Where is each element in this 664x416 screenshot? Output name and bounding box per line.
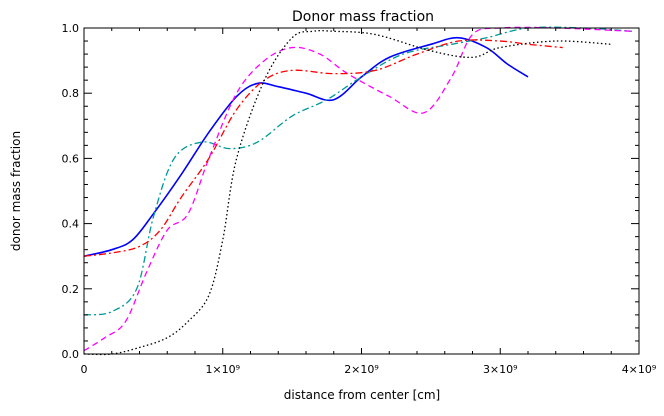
y-tick-label: 0.6	[62, 152, 80, 165]
ticks-layer: 0 1×10⁹ 2×10⁹ 3×10⁹ 4×10⁹ 0.0 0.2 0.4 0.6 0.8 1.0	[62, 22, 657, 376]
y-tick-label: 0.0	[62, 348, 80, 361]
x-tick-label: 2×10⁹	[344, 363, 379, 376]
series-line-dotted-black	[83, 29, 612, 356]
x-axis-label: distance from center [cm]	[284, 388, 440, 402]
series-line-solid-blue	[83, 36, 529, 257]
y-tick-label: 0.2	[62, 283, 80, 296]
x-tick-label: 1×10⁹	[205, 363, 240, 376]
y-tick-label: 0.4	[62, 218, 80, 231]
x-tick-label: 0	[81, 363, 88, 376]
y-tick-label: 0.8	[62, 87, 80, 100]
series-layer	[83, 26, 633, 356]
x-tick-label: 3×10⁹	[483, 363, 518, 376]
y-axis-label: donor mass fraction	[9, 131, 23, 251]
y-tick-label: 1.0	[62, 22, 80, 35]
series-line-dash-dot-red	[83, 39, 563, 257]
series-line-dash-dot-teal	[83, 26, 633, 316]
x-tick-label: 4×10⁹	[622, 363, 657, 376]
chart-title: Donor mass fraction	[292, 9, 434, 25]
series-line-dashed-magenta	[83, 26, 633, 352]
